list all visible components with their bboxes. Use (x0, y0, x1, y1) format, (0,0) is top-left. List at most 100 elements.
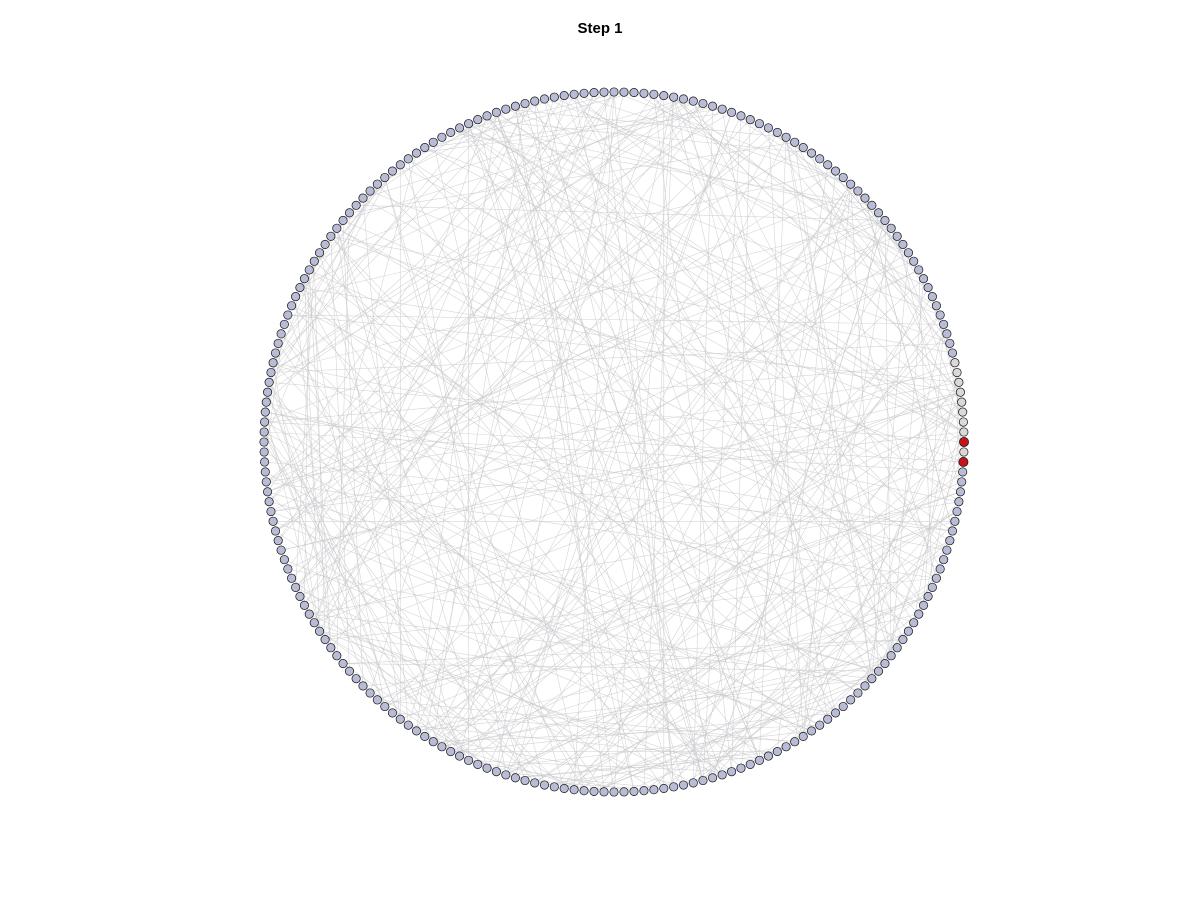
graph-node (816, 721, 824, 729)
graph-node (511, 102, 519, 110)
graph-node (438, 743, 446, 751)
graph-node (345, 667, 353, 675)
graph-node (932, 302, 940, 310)
graph-node (531, 779, 539, 787)
graph-node (511, 774, 519, 782)
graph-node (540, 781, 548, 789)
graph-node (580, 787, 588, 795)
graph-node (959, 468, 967, 476)
graph-node (839, 173, 847, 181)
graph-node (483, 112, 491, 120)
graph-edge (343, 220, 363, 685)
graph-node (824, 161, 832, 169)
graph-edge (296, 103, 703, 587)
graph-node (699, 776, 707, 784)
graph-node (737, 764, 745, 772)
graph-node (708, 774, 716, 782)
graph-node (492, 108, 500, 116)
graph-node (881, 216, 889, 224)
graph-node (381, 173, 389, 181)
graph-node (679, 95, 687, 103)
graph-node (455, 124, 463, 132)
graph-node (824, 715, 832, 723)
graph-node (928, 583, 936, 591)
graph-node (919, 274, 927, 282)
graph-node (492, 767, 500, 775)
graph-node (746, 115, 754, 123)
graph-node (956, 388, 964, 396)
graph-node (630, 787, 638, 795)
graph-edge (275, 177, 384, 353)
graph-edge (803, 184, 850, 736)
graph-edge (271, 184, 377, 372)
graph-node (953, 507, 961, 515)
graph-node (861, 194, 869, 202)
graph-node (899, 240, 907, 248)
graph-node (650, 786, 658, 794)
graph-node (287, 574, 295, 582)
graph-node (946, 339, 954, 347)
graph-node (943, 330, 951, 338)
graph-node (502, 771, 510, 779)
graph-edge (309, 614, 673, 787)
graph-node (284, 311, 292, 319)
graph-edge (469, 124, 723, 775)
graph-node (928, 292, 936, 300)
graph-node (296, 592, 304, 600)
graph-node (260, 458, 268, 466)
graph-node (874, 209, 882, 217)
graph-edge (554, 97, 928, 287)
graph-edge (264, 442, 469, 760)
graph-node (948, 349, 956, 357)
graph-node (610, 788, 618, 796)
graph-node (630, 88, 638, 96)
graph-node (773, 128, 781, 136)
graph-node (277, 546, 285, 554)
graph-edge (370, 191, 964, 432)
graph-node (699, 99, 707, 107)
graph-node (570, 786, 578, 794)
graph-node (924, 592, 932, 600)
graph-node (610, 88, 618, 96)
graph-node (280, 320, 288, 328)
graph-edge (265, 422, 820, 725)
graph-node (521, 776, 529, 784)
graph-node (560, 784, 568, 792)
graph-node (421, 732, 429, 740)
graph-node (755, 119, 763, 127)
graph-node (381, 702, 389, 710)
graph-edge (292, 578, 545, 785)
graph-node (868, 201, 876, 209)
graph-node (727, 108, 735, 116)
graph-node (953, 368, 961, 376)
graph-node (580, 89, 588, 97)
graph-edge (460, 128, 828, 719)
graph-node (936, 565, 944, 573)
graph-node (959, 408, 967, 416)
graph-node (261, 468, 269, 476)
graph-node (483, 764, 491, 772)
graph-edge (273, 363, 903, 640)
graph-node (727, 767, 735, 775)
graph-node (924, 283, 932, 291)
graph-node (429, 138, 437, 146)
graph-node (816, 155, 824, 163)
graph-node (764, 752, 772, 760)
graph-node (718, 771, 726, 779)
graph-node (600, 788, 608, 796)
graph-node (310, 257, 318, 265)
graph-node (846, 180, 854, 188)
graph-node (474, 115, 482, 123)
graph-node (327, 644, 335, 652)
graph-node (887, 652, 895, 660)
graph-node (404, 721, 412, 729)
graph-node (893, 232, 901, 240)
graph-edge (442, 664, 885, 747)
graph-node (446, 747, 454, 755)
graph-node (412, 149, 420, 157)
graph-edge (795, 142, 964, 432)
graph-edge (924, 324, 944, 605)
graph-node (315, 627, 323, 635)
graph-edge (264, 432, 820, 725)
graph-node (955, 497, 963, 505)
